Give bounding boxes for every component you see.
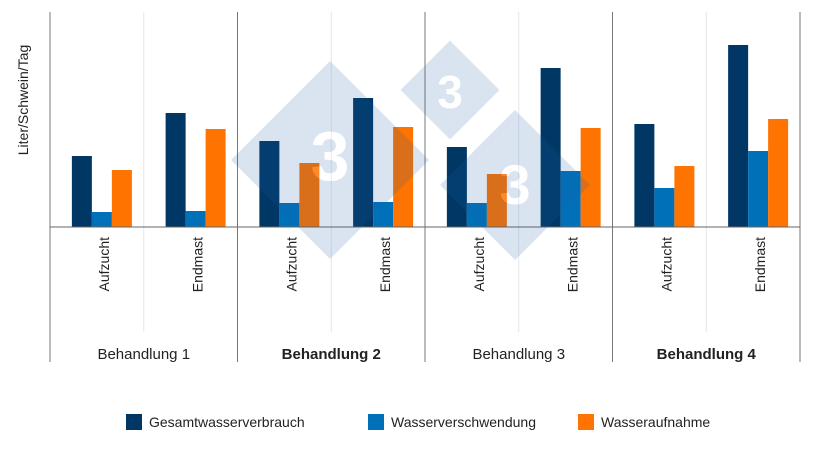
bar-wasseraufnahme-6 — [674, 166, 695, 227]
category-label: Endmast — [190, 237, 206, 292]
bar-wasserverschwendung-4 — [466, 203, 487, 227]
bar-wasserverschwendung-2 — [279, 203, 300, 227]
bar-wasseraufnahme-3 — [393, 127, 414, 227]
bar-wasserverschwendung-6 — [654, 188, 675, 227]
bar-wasserverschwendung-7 — [748, 151, 769, 227]
bar-wasseraufnahme-7 — [768, 119, 789, 227]
legend-item-wasserverschwendung: Wasserverschwendung — [368, 414, 536, 430]
legend-item-wasseraufnahme: Wasseraufnahme — [578, 414, 710, 430]
bar-gesamtwasserverbrauch-2 — [259, 141, 280, 227]
bar-wasseraufnahme-1 — [205, 129, 226, 227]
group-label: Behandlung 4 — [657, 346, 757, 363]
bar-wasseraufnahme-5 — [580, 128, 601, 227]
bar-gesamtwasserverbrauch-1 — [165, 113, 186, 227]
bar-wasseraufnahme-4 — [486, 174, 507, 227]
bar-wasserverschwendung-5 — [560, 171, 581, 227]
legend-label: Wasseraufnahme — [601, 414, 711, 430]
bar-gesamtwasserverbrauch-3 — [353, 98, 374, 227]
legend-label: Gesamtwasserverbrauch — [149, 414, 305, 430]
legend-item-gesamtwasserverbrauch: Gesamtwasserverbrauch — [126, 414, 305, 430]
bar-wasserverschwendung-0 — [91, 212, 112, 227]
group-label: Behandlung 3 — [472, 346, 565, 363]
bar-wasserverschwendung-3 — [373, 202, 394, 227]
svg-text:3: 3 — [437, 66, 463, 118]
bar-wasserverschwendung-1 — [185, 211, 206, 227]
legend-label: Wasserverschwendung — [391, 414, 536, 430]
category-label: Endmast — [752, 237, 768, 292]
svg-text:3: 3 — [311, 117, 350, 195]
bar-gesamtwasserverbrauch-5 — [540, 68, 561, 227]
y-axis-label: Liter/Schwein/Tag — [15, 45, 31, 156]
bar-wasseraufnahme-0 — [111, 170, 132, 227]
category-label: Aufzucht — [471, 237, 487, 292]
category-label: Aufzucht — [658, 237, 674, 292]
labels-layer: Aufzucht Endmast Aufzucht Endmast Aufzucht En… — [96, 237, 768, 363]
bar-gesamtwasserverbrauch-7 — [728, 45, 749, 227]
group-label: Behandlung 2 — [282, 346, 381, 363]
group-label: Behandlung 1 — [97, 346, 190, 363]
bar-gesamtwasserverbrauch-0 — [71, 156, 92, 227]
legend-swatch — [126, 414, 142, 430]
bar-wasseraufnahme-2 — [299, 163, 320, 227]
category-label: Endmast — [565, 237, 581, 292]
bar-gesamtwasserverbrauch-4 — [446, 147, 467, 227]
axes-layer — [49, 12, 801, 362]
category-label: Aufzucht — [96, 237, 112, 292]
bars-layer — [71, 45, 789, 227]
category-label: Endmast — [377, 237, 393, 292]
legend-swatch — [578, 414, 594, 430]
legend: Gesamtwasserverbrauch Wasserverschwendun… — [0, 414, 820, 436]
bar-gesamtwasserverbrauch-6 — [634, 124, 655, 227]
category-label: Aufzucht — [283, 237, 299, 292]
legend-swatch — [368, 414, 384, 430]
svg-text:3: 3 — [499, 153, 530, 216]
